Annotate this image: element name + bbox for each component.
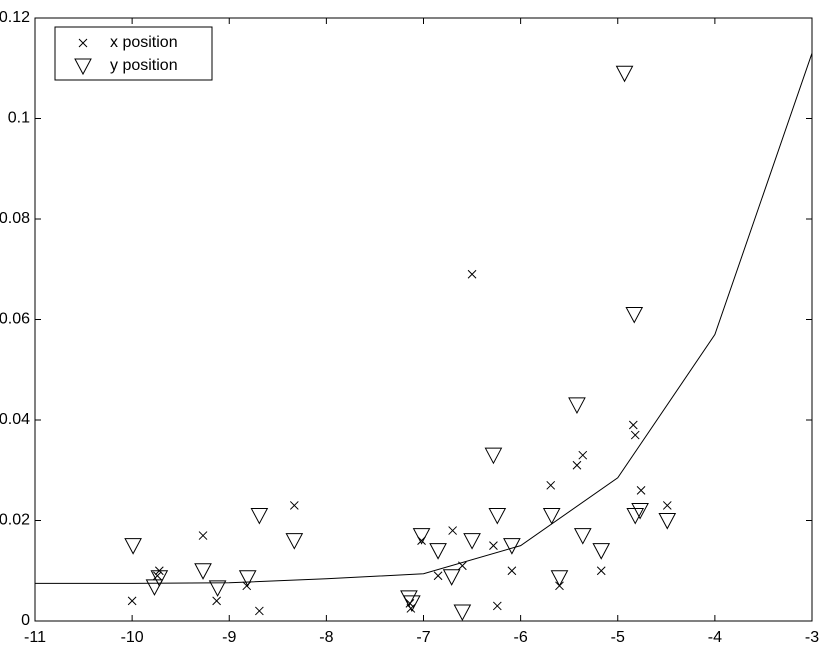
x-tick-label: -7 — [416, 629, 430, 646]
point — [628, 420, 638, 430]
point — [626, 507, 645, 525]
point — [208, 580, 227, 597]
point — [457, 561, 467, 571]
plot-frame — [34, 17, 813, 622]
point — [429, 543, 447, 560]
fit-line — [35, 53, 813, 584]
point — [546, 480, 556, 490]
point — [658, 513, 677, 530]
point — [448, 526, 457, 535]
x-tick-label: -11 — [24, 629, 46, 646]
point — [636, 485, 646, 495]
point — [489, 541, 498, 550]
y-tick-label: 0.12 — [0, 9, 30, 26]
point — [124, 538, 142, 555]
y-tick-label: 0.04 — [0, 411, 30, 428]
legend-label: y position — [110, 57, 178, 74]
point — [592, 543, 611, 560]
x-tick-label: -9 — [222, 629, 236, 646]
point — [212, 596, 221, 606]
point — [573, 528, 592, 545]
x-tick-label: -6 — [514, 629, 528, 646]
point — [463, 533, 481, 550]
point — [503, 538, 521, 555]
y-tick-label: 0.1 — [8, 110, 30, 127]
point — [153, 571, 162, 581]
point — [542, 507, 561, 525]
point — [625, 306, 644, 324]
y-tick-label: 0.06 — [0, 311, 30, 328]
point — [492, 601, 502, 611]
point — [550, 570, 569, 587]
point — [127, 596, 137, 606]
point — [238, 570, 257, 587]
point — [400, 590, 418, 607]
point — [596, 566, 606, 576]
legend-marker — [78, 38, 88, 48]
x-tick-label: -8 — [319, 629, 333, 646]
point — [442, 569, 461, 586]
point — [488, 507, 507, 525]
point — [615, 65, 634, 83]
point — [150, 570, 169, 587]
point — [285, 533, 304, 550]
point — [578, 450, 588, 460]
point — [484, 447, 503, 465]
legend-label: x position — [110, 34, 178, 51]
point — [568, 397, 586, 414]
point — [289, 501, 299, 510]
point — [412, 528, 431, 545]
point — [507, 566, 517, 576]
point — [194, 563, 212, 580]
y-tick-label: 0.08 — [0, 210, 30, 227]
point — [198, 531, 208, 540]
x-tick-label: -4 — [708, 629, 722, 646]
y-tick-label: 0.02 — [0, 512, 30, 529]
x-tick-label: -10 — [121, 629, 144, 646]
point — [403, 595, 421, 612]
point — [453, 604, 472, 622]
point — [145, 579, 164, 596]
legend-marker — [74, 58, 92, 76]
point — [630, 430, 640, 440]
point — [250, 507, 269, 525]
y-tick-label: 0 — [21, 612, 30, 629]
point — [662, 501, 672, 510]
point — [631, 502, 649, 520]
point — [433, 571, 443, 581]
point — [572, 460, 582, 470]
x-tick-label: -3 — [805, 629, 819, 646]
point — [467, 269, 477, 279]
point — [255, 606, 264, 616]
x-tick-label: -5 — [611, 629, 625, 646]
